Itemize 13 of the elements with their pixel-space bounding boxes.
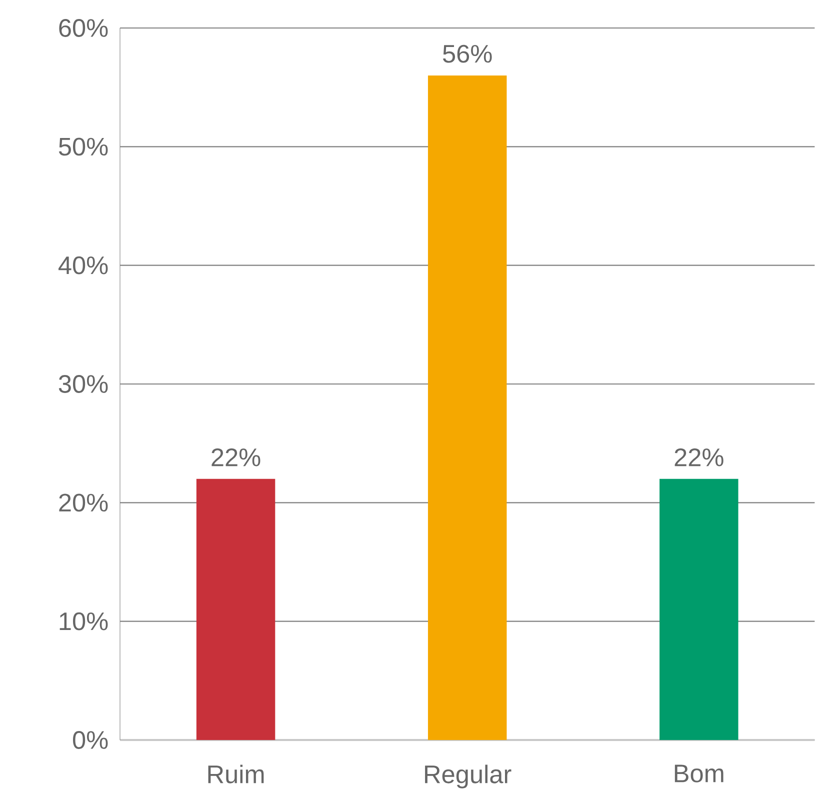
y-tick-label: 40% xyxy=(58,256,108,274)
y-tick-label: 0% xyxy=(72,731,108,749)
y-tick-label: 60% xyxy=(59,19,108,37)
x-tick-label: Ruim xyxy=(208,764,264,784)
data-label: 56% xyxy=(442,44,492,63)
y-tick-label: 50% xyxy=(58,138,108,156)
y-tick-label: 20% xyxy=(59,494,108,512)
y-tick-label: 10% xyxy=(60,612,108,630)
y-tick-label: 30% xyxy=(58,375,108,393)
data-label: 22% xyxy=(674,448,724,466)
x-tick-label: Regular xyxy=(425,764,512,788)
x-tick-label: Bom xyxy=(674,764,724,782)
data-label: 22% xyxy=(212,448,260,466)
